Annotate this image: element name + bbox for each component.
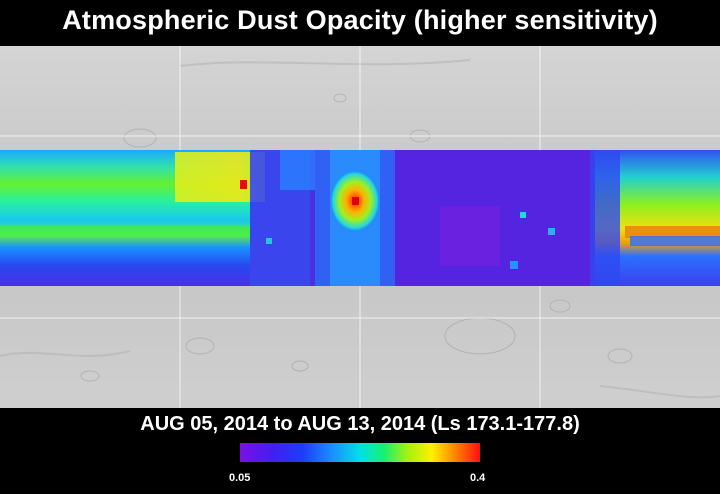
date-range-label: AUG 05, 2014 to AUG 13, 2014 (Ls 173.1-1… — [140, 413, 580, 435]
map-svg — [0, 46, 720, 408]
colorbar-max-label: 0.4 — [470, 472, 486, 484]
colorbar — [240, 443, 480, 462]
mars-dust-map — [0, 46, 720, 408]
colorbar-min-label: 0.05 — [229, 472, 251, 484]
dust-band — [0, 150, 720, 286]
map-title: Atmospheric Dust Opacity (higher sensiti… — [62, 5, 658, 35]
